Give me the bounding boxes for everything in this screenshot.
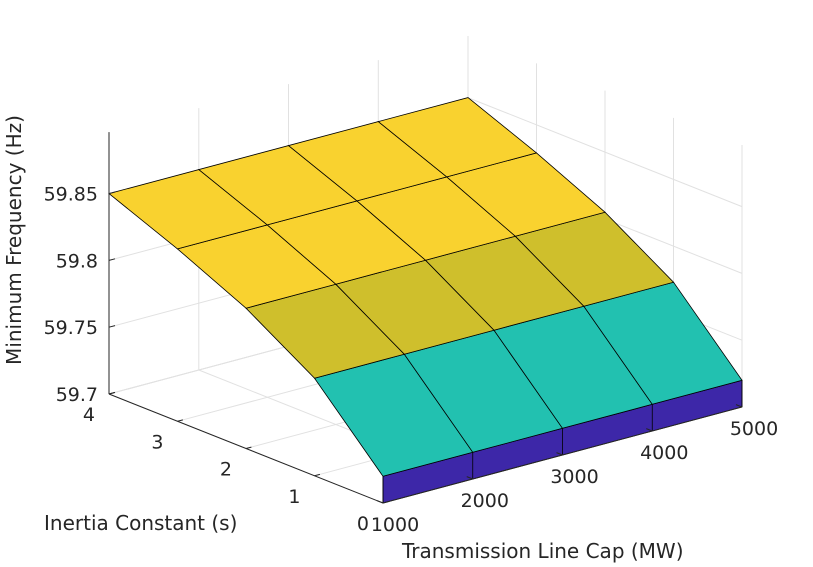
y-tick-label: 1 [288,486,300,508]
x-tick [735,404,743,408]
y-tick-label: 2 [220,459,232,481]
axes [108,132,743,504]
x-tick [466,476,473,480]
z-axis-label: Minimum Frequency (Hz) [2,115,26,365]
x-tick [556,452,563,456]
x-tick [376,500,384,504]
z-tick-label: 59.8 [56,250,98,272]
surface [108,97,743,504]
y-axis-label: Inertia Constant (s) [44,511,237,535]
x-tick-label: 4000 [640,442,688,464]
y-tick [245,446,252,449]
y-tick-label: 4 [83,404,95,426]
z-tick-label: 59.7 [56,384,98,406]
z-tick [108,391,116,395]
y-tick [314,473,321,477]
x-axis-label: Transmission Line Cap (MW) [401,539,684,563]
z-tick [108,325,116,328]
x-tick-label: 2000 [461,490,509,512]
y-tick [382,501,389,504]
z-tick [108,258,116,261]
z-tick-label: 59.75 [44,317,98,339]
z-tick-label: 59.85 [44,184,98,206]
x-tick-label: 3000 [550,466,598,488]
x-tick-label: 5000 [730,418,778,440]
y-tick-label: 0 [357,513,369,535]
surface-patch [377,97,538,178]
z-tick [108,191,116,195]
x-tick [646,428,653,432]
x-tick-label: 1000 [371,514,419,536]
y-tick-label: 3 [151,431,163,453]
tick-labels: 1000 2000 3000 4000 5000 0 1 2 3 459.7 59.75 59.8 59… [44,184,779,536]
y-tick [177,419,184,422]
